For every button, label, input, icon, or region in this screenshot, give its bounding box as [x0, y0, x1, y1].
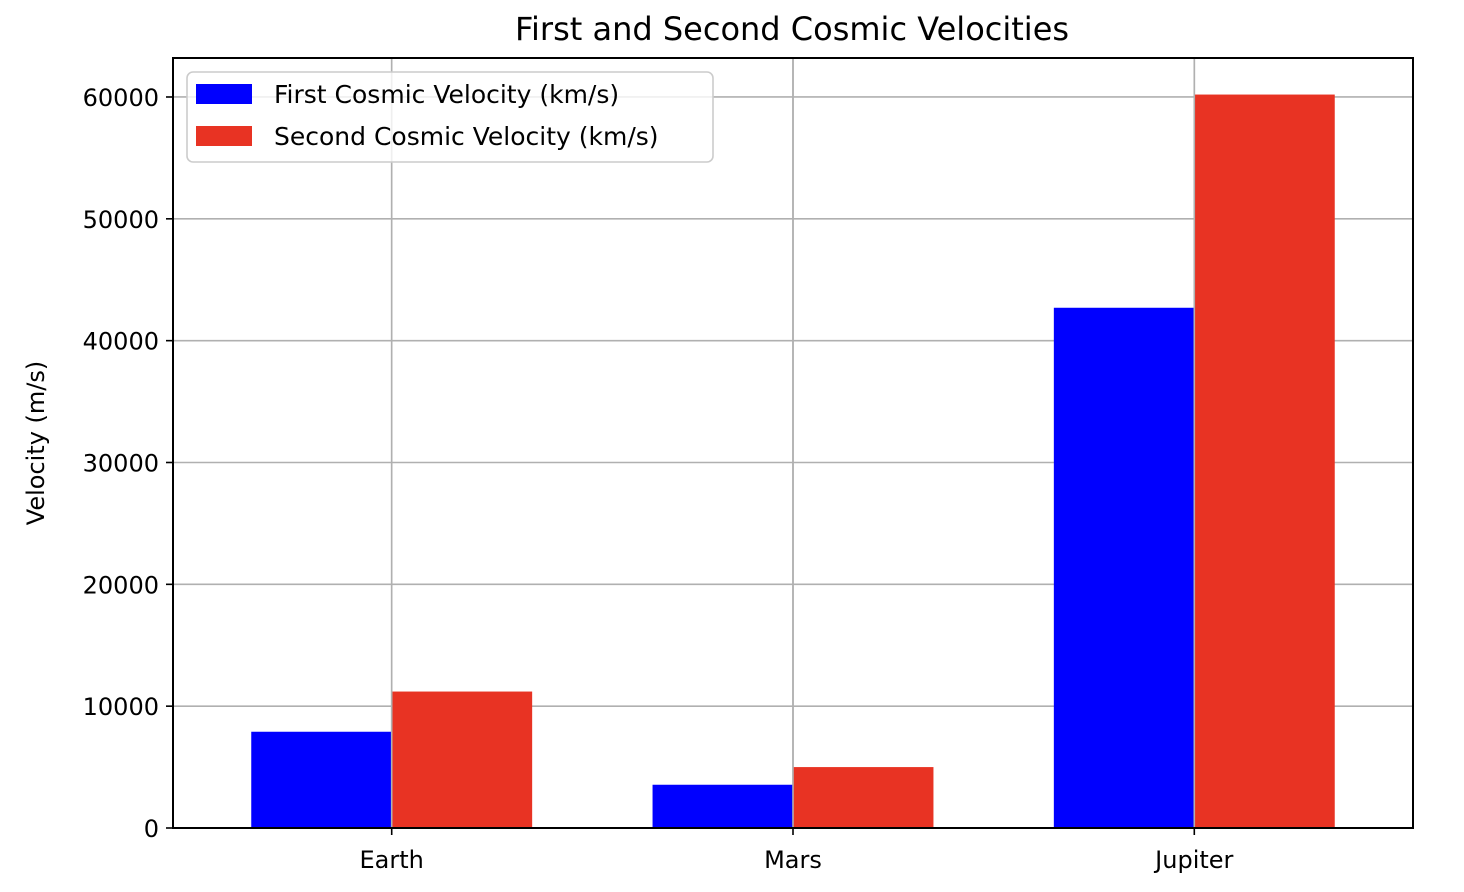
- bar-first-earth: [251, 731, 392, 828]
- legend-label-1: First Cosmic Velocity (km/s): [274, 80, 619, 109]
- x-axis: Earth Mars Jupiter: [360, 828, 1234, 874]
- legend-box: [186, 71, 714, 163]
- bar-second-mars: [793, 767, 934, 828]
- y-tick-label: 50000: [83, 206, 159, 234]
- x-tick-label: Jupiter: [1153, 846, 1233, 874]
- x-tick-label: Mars: [764, 846, 822, 874]
- bar-second-earth: [391, 691, 533, 828]
- bar-second-jupiter: [1194, 94, 1335, 828]
- legend-swatch-2: [196, 126, 252, 146]
- legend-swatch-1: [196, 84, 252, 104]
- plot-area: [172, 57, 1414, 829]
- y-axis-label: Velocity (m/s): [22, 361, 50, 525]
- legend: First Cosmic Velocity (km/s) Second Cosmi…: [186, 71, 714, 163]
- y-tick-label: 0: [144, 815, 159, 843]
- bar-first-mars: [652, 784, 793, 828]
- bars: [251, 58, 1335, 828]
- chart-title: First and Second Cosmic Velocities: [515, 10, 1069, 48]
- y-tick-label: 60000: [83, 84, 159, 112]
- y-axis: 0 10000 20000 30000 40000 50000 60000: [83, 84, 173, 843]
- legend-label-2: Second Cosmic Velocity (km/s): [274, 122, 659, 151]
- y-tick-label: 30000: [83, 449, 159, 477]
- y-tick-label: 20000: [83, 571, 159, 599]
- x-tick-label: Earth: [360, 846, 424, 874]
- bar-first-jupiter: [1053, 307, 1195, 828]
- y-tick-label: 40000: [83, 328, 159, 356]
- y-tick-label: 10000: [83, 693, 159, 721]
